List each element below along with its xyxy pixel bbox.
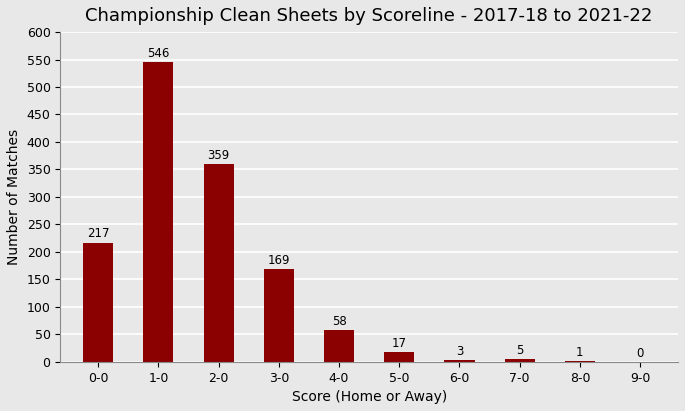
Bar	[445, 360, 475, 362]
Bar	[565, 361, 595, 362]
Bar	[264, 269, 294, 362]
Bar	[505, 359, 535, 362]
Bar	[203, 164, 234, 362]
Text: 546: 546	[147, 46, 170, 60]
Text: 58: 58	[332, 315, 347, 328]
Bar	[384, 353, 414, 362]
Text: 17: 17	[392, 337, 407, 350]
Text: 359: 359	[208, 149, 229, 162]
X-axis label: Score (Home or Away): Score (Home or Away)	[292, 390, 447, 404]
Bar	[83, 242, 113, 362]
Text: 0: 0	[636, 346, 644, 360]
Y-axis label: Number of Matches: Number of Matches	[7, 129, 21, 265]
Text: 3: 3	[456, 345, 463, 358]
Text: 217: 217	[87, 227, 110, 240]
Text: 1: 1	[576, 346, 584, 359]
Bar	[143, 62, 173, 362]
Text: 5: 5	[516, 344, 523, 357]
Text: 169: 169	[268, 254, 290, 267]
Bar	[324, 330, 354, 362]
Title: Championship Clean Sheets by Scoreline - 2017-18 to 2021-22: Championship Clean Sheets by Scoreline -…	[86, 7, 653, 25]
